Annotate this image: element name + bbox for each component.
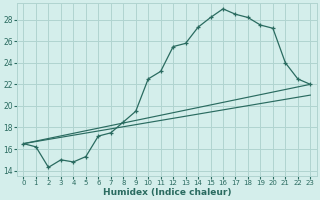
X-axis label: Humidex (Indice chaleur): Humidex (Indice chaleur) (103, 188, 231, 197)
